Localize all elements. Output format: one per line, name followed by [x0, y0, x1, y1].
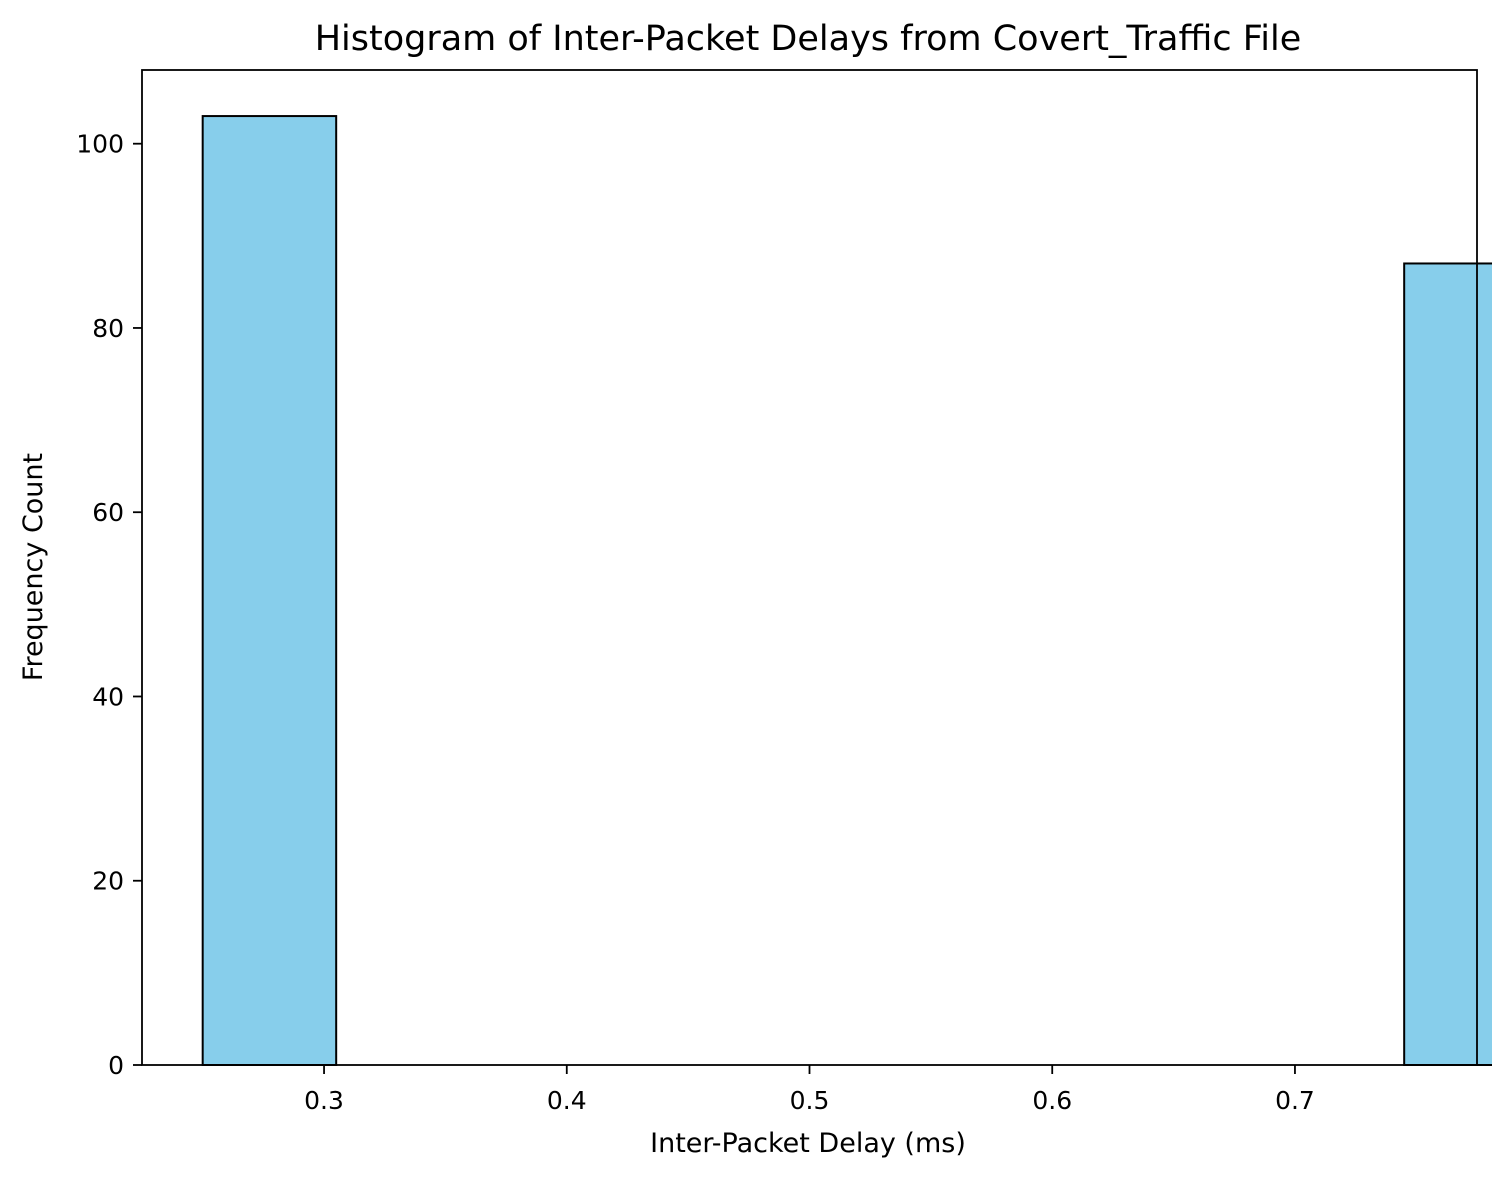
x-tick-label: 0.4	[547, 1086, 587, 1115]
x-tick-label: 0.5	[790, 1086, 830, 1115]
chart-title: Histogram of Inter-Packet Delays from Co…	[315, 19, 1302, 59]
x-tick-label: 0.6	[1032, 1086, 1072, 1115]
plot-frame	[141, 69, 1478, 1066]
y-axis-label: Frequency Count	[18, 453, 49, 681]
y-tick-label: 80	[92, 314, 124, 343]
y-tick-label: 60	[92, 498, 124, 527]
histogram-bar-0	[201, 115, 338, 1066]
x-axis-ticks: 0.3 0.4 0.5 0.6 0.7	[304, 1065, 1315, 1115]
x-axis-label: Inter-Packet Delay (ms)	[650, 1128, 966, 1159]
bars-layer	[201, 115, 1492, 1066]
y-axis-ticks: 0 20 40 60 80 100	[76, 130, 142, 1080]
y-tick-label: 20	[92, 867, 124, 896]
histogram-bar-9	[1403, 262, 1492, 1066]
x-tick-label: 0.7	[1275, 1086, 1315, 1115]
y-tick-label: 40	[92, 682, 124, 711]
y-tick-label: 0	[108, 1051, 124, 1080]
x-tick-label: 0.3	[304, 1086, 344, 1115]
y-tick-label: 100	[76, 130, 124, 159]
